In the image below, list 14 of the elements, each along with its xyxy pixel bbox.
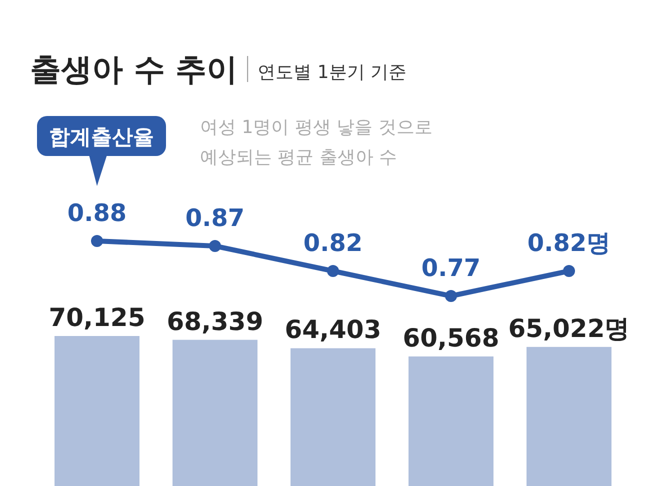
data-label: 0.82명 — [527, 229, 611, 257]
data-label: 0.88 — [67, 199, 127, 227]
data-label: 60,568 — [402, 323, 500, 352]
data-label: 70,125 — [48, 303, 146, 332]
data-label: 64,403 — [284, 315, 382, 344]
data-label: 0.77 — [421, 254, 481, 282]
text: 합계출산율 — [49, 125, 154, 149]
data-label: 68,339 — [166, 306, 264, 336]
chart-title: 출생아 수 추이 — [30, 52, 238, 88]
data-label: 65,022명 — [508, 314, 630, 343]
data-label: 0.87 — [185, 204, 245, 232]
chart-subtitle: 연도별 1분기 기준 — [258, 62, 406, 83]
data-label: 0.82 — [303, 229, 363, 257]
text: 여성 1명이 평생 낳을 것으로 예상되는 평균 출생아 수 — [200, 117, 432, 168]
